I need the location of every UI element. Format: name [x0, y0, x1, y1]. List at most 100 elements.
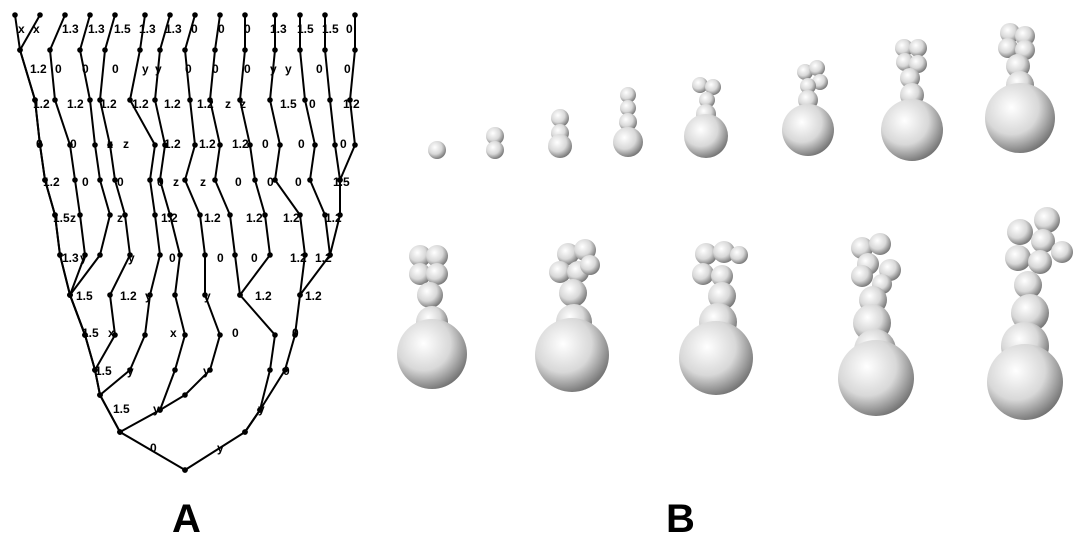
- tree-edge-label: y: [153, 402, 160, 416]
- tree-edge-label: 0: [340, 137, 347, 151]
- tree-node: [302, 252, 308, 258]
- tree-node: [167, 12, 173, 18]
- tree-edge-label: 0: [235, 175, 242, 189]
- sphere: [987, 344, 1063, 420]
- tree-edge-label: 1.2: [290, 251, 307, 265]
- tree-node: [347, 97, 353, 103]
- tree-edge-label: 0: [112, 62, 119, 76]
- tree-edge-label: 1.2: [255, 289, 272, 303]
- tree-edge-label: 0: [117, 175, 124, 189]
- sphere: [692, 77, 708, 93]
- tree-node: [112, 177, 118, 183]
- sphere: [782, 104, 834, 156]
- tree-node: [212, 177, 218, 183]
- tree-node: [217, 12, 223, 18]
- tree-node: [147, 292, 153, 298]
- tree-edge-label: y: [204, 289, 211, 303]
- tree-edge-label: x: [170, 326, 177, 340]
- tree-node: [322, 47, 328, 53]
- sphere: [838, 340, 914, 416]
- sphere-cluster: [881, 39, 943, 161]
- tree-node: [192, 12, 198, 18]
- tree-node: [277, 142, 283, 148]
- tree-node: [47, 47, 53, 53]
- tree-edge-label: y: [142, 62, 149, 76]
- tree-node: [152, 97, 158, 103]
- tree-branch: [119, 14, 187, 433]
- tree-edge-label: 0: [244, 22, 251, 36]
- tree-node: [127, 252, 133, 258]
- tree-edge-label: 0: [185, 62, 192, 76]
- tree-edge-label: 1.3: [270, 22, 287, 36]
- tree-node: [182, 332, 188, 338]
- tree-node: [272, 332, 278, 338]
- tree-edge-label: z: [107, 137, 113, 151]
- tree-node: [137, 47, 143, 53]
- tree-node: [92, 142, 98, 148]
- tree-edge-label: 1.5: [82, 326, 99, 340]
- sphere-cluster: [684, 77, 728, 158]
- tree-node: [182, 47, 188, 53]
- tree-node: [157, 177, 163, 183]
- tree-node: [42, 177, 48, 183]
- tree-node: [327, 97, 333, 103]
- sphere: [548, 134, 572, 158]
- tree-edge-label: 0: [218, 22, 225, 36]
- tree-node: [232, 252, 238, 258]
- tree-edge-label: 1.5: [113, 402, 130, 416]
- sphere: [580, 255, 600, 275]
- tree-node: [207, 97, 213, 103]
- tree-node: [37, 12, 43, 18]
- sphere: [985, 83, 1055, 153]
- tree-node: [87, 12, 93, 18]
- tree-node: [157, 407, 163, 413]
- tree-edge-label: 0: [267, 175, 274, 189]
- sphere: [851, 265, 873, 287]
- tree-node: [152, 142, 158, 148]
- tree-node: [217, 332, 223, 338]
- tree-node: [237, 97, 243, 103]
- tree-edge-label: 1.2: [246, 211, 263, 225]
- tree-edge-label: z: [240, 97, 246, 111]
- tree-node: [352, 12, 358, 18]
- tree-branch: [299, 15, 332, 296]
- tree-edge-label: 1.2: [197, 97, 214, 111]
- tree-node: [332, 142, 338, 148]
- tree-node: [72, 177, 78, 183]
- sphere: [679, 321, 753, 395]
- tree-edge-label: 0: [262, 137, 269, 151]
- tree-edge-label: y: [127, 364, 134, 378]
- tree-edge-label: 0: [298, 137, 305, 151]
- sphere: [426, 245, 448, 267]
- tree-edge-label: 1.5: [114, 22, 131, 36]
- tree-edge-label: z: [70, 211, 76, 225]
- tree-node: [52, 97, 58, 103]
- sphere: [900, 68, 920, 88]
- sphere: [800, 78, 816, 94]
- tree-node: [172, 292, 178, 298]
- tree-node: [32, 97, 38, 103]
- sphere: [559, 279, 587, 307]
- sphere: [1034, 207, 1060, 233]
- sphere: [684, 114, 728, 158]
- tree-node: [337, 177, 343, 183]
- tree-node: [237, 292, 243, 298]
- sphere-cluster: [987, 207, 1073, 420]
- tree-edge-label: 1.5: [333, 175, 350, 189]
- tree-node: [17, 47, 23, 53]
- tree-edge-label: 1.2: [33, 97, 50, 111]
- tree-node: [252, 177, 258, 183]
- tree-node: [272, 12, 278, 18]
- tree-node: [267, 252, 273, 258]
- sphere-cluster: [397, 245, 467, 389]
- sphere: [549, 261, 571, 283]
- tree-edge-label: 0: [295, 175, 302, 189]
- sphere: [705, 79, 721, 95]
- sphere: [699, 92, 715, 108]
- tree-edge-label: 1.2: [67, 97, 84, 111]
- tree-node: [177, 252, 183, 258]
- sphere: [692, 263, 714, 285]
- tree-node: [337, 212, 343, 218]
- tree-edge-label: 1.2: [161, 211, 178, 225]
- tree-node: [77, 47, 83, 53]
